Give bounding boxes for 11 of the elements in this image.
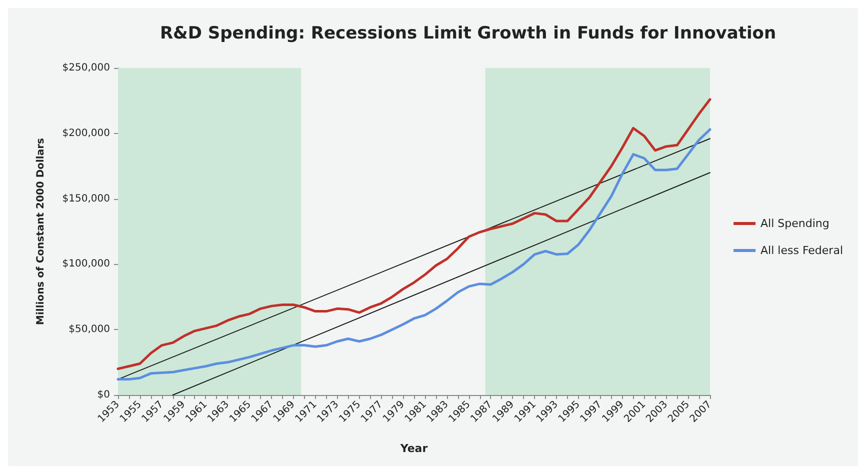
y-tick-label: $200,000 xyxy=(62,128,110,139)
legend-label: All Spending xyxy=(760,217,830,230)
y-tick-label: $100,000 xyxy=(62,258,110,270)
chart-title: R&D Spending: Recessions Limit Growth in Funds for Innovation xyxy=(160,24,776,44)
legend-label: All less Federal xyxy=(760,244,844,257)
y-tick-label: $150,000 xyxy=(62,193,110,204)
x-axis-title: Year xyxy=(399,442,428,455)
y-axis-title: Millions of Constant 2000 Dollars xyxy=(36,138,46,325)
y-tick-label: $0 xyxy=(97,390,110,400)
y-tick-label: $250,000 xyxy=(62,62,110,74)
y-tick-label: $50,000 xyxy=(68,324,110,336)
